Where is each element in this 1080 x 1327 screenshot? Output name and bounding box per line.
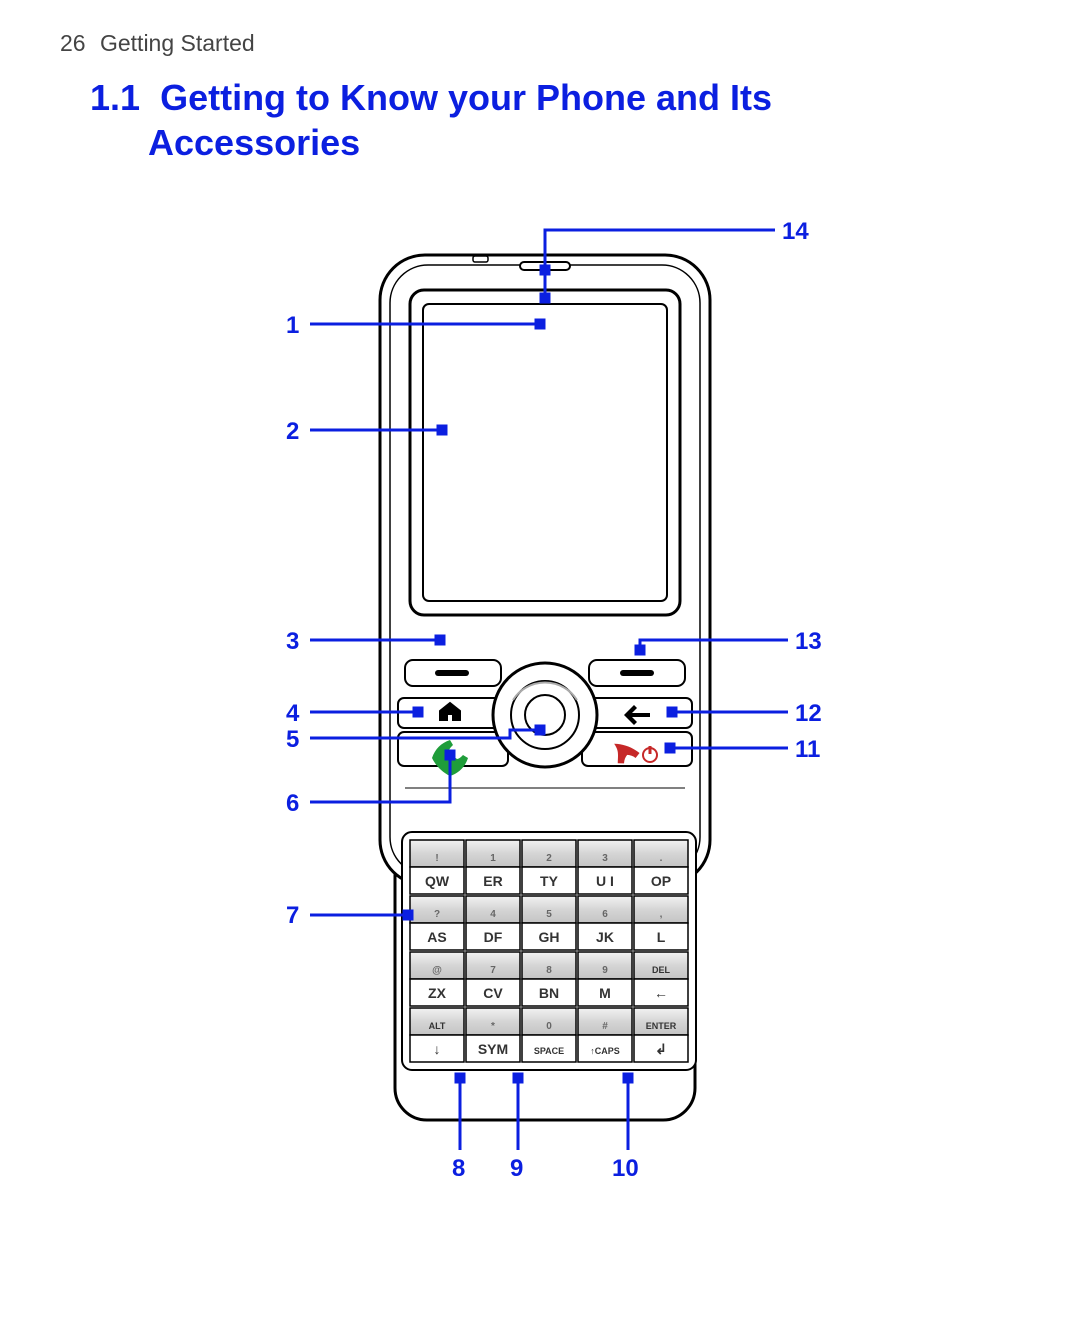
keypad-key: 6 JK bbox=[578, 896, 632, 950]
page-number: 26 bbox=[60, 30, 86, 56]
callout-label-12: 12 bbox=[795, 700, 822, 728]
keypad-key: 0 SPACE bbox=[522, 1008, 576, 1062]
keypad-key: 3 U I bbox=[578, 840, 632, 894]
keypad-key: . OP bbox=[634, 840, 688, 894]
svg-text:←: ← bbox=[654, 985, 668, 1001]
svg-text:TY: TY bbox=[540, 873, 559, 889]
callout-label-8: 8 bbox=[452, 1155, 465, 1183]
svg-text:#: # bbox=[602, 1021, 608, 1032]
svg-text:AS: AS bbox=[427, 929, 446, 945]
trackball bbox=[493, 663, 597, 767]
svg-text:↑CAPS: ↑CAPS bbox=[590, 1046, 620, 1056]
svg-text:3: 3 bbox=[602, 853, 608, 864]
svg-text:BN: BN bbox=[539, 985, 559, 1001]
svg-text:*: * bbox=[491, 1021, 495, 1032]
keypad-key: DEL ← bbox=[634, 952, 688, 1006]
keypad-key: 7 CV bbox=[466, 952, 520, 1006]
phone-screen-group bbox=[410, 290, 680, 615]
keypad-key: 8 BN bbox=[522, 952, 576, 1006]
svg-text:!: ! bbox=[435, 853, 438, 864]
keypad-key: ALT ↓ bbox=[410, 1008, 464, 1062]
phone-svg: !QW1ER2TY3U I.OP?AS4DF5GH6JK,L@ZX7CV8BN9… bbox=[0, 200, 1080, 1250]
svg-text:.: . bbox=[660, 853, 663, 864]
keypad-key: ,L bbox=[634, 896, 688, 950]
svg-text:,: , bbox=[660, 909, 663, 920]
callout-label-5: 5 bbox=[286, 726, 299, 754]
svg-text:JK: JK bbox=[596, 929, 614, 945]
manual-page: 26 Getting Started 1.1 Getting to Know y… bbox=[0, 0, 1080, 1327]
keypad-key: ! QW bbox=[410, 840, 464, 894]
callout-label-10: 10 bbox=[612, 1155, 639, 1183]
svg-text:SPACE: SPACE bbox=[534, 1046, 564, 1056]
section-number: 1.1 bbox=[90, 75, 140, 120]
svg-text:CV: CV bbox=[483, 985, 503, 1001]
keypad: !QW1ER2TY3U I.OP?AS4DF5GH6JK,L@ZX7CV8BN9… bbox=[402, 832, 696, 1070]
callout-label-14: 14 bbox=[782, 218, 809, 246]
phone-figure: !QW1ER2TY3U I.OP?AS4DF5GH6JK,L@ZX7CV8BN9… bbox=[0, 200, 1080, 1250]
callout-label-1: 1 bbox=[286, 312, 299, 340]
svg-text:ER: ER bbox=[483, 873, 502, 889]
svg-text:4: 4 bbox=[490, 909, 496, 920]
svg-text:5: 5 bbox=[546, 909, 552, 920]
svg-text:L: L bbox=[657, 929, 666, 945]
callout-label-2: 2 bbox=[286, 418, 299, 446]
svg-text:6: 6 bbox=[602, 909, 608, 920]
svg-text:QW: QW bbox=[425, 873, 450, 889]
keypad-key: 4 DF bbox=[466, 896, 520, 950]
keypad-key: 1 ER bbox=[466, 840, 520, 894]
svg-text:ENTER: ENTER bbox=[646, 1021, 677, 1031]
keypad-key: ? AS bbox=[410, 896, 464, 950]
svg-text:ALT: ALT bbox=[429, 1021, 446, 1031]
running-head: 26 Getting Started bbox=[60, 30, 255, 57]
svg-text:↲: ↲ bbox=[655, 1041, 667, 1057]
svg-text:9: 9 bbox=[602, 965, 608, 976]
keypad-key: 5 GH bbox=[522, 896, 576, 950]
callout-label-6: 6 bbox=[286, 790, 299, 818]
svg-text:1: 1 bbox=[490, 853, 496, 864]
keypad-key: 9M bbox=[578, 952, 632, 1006]
keypad-key: * SYM bbox=[466, 1008, 520, 1062]
svg-text:7: 7 bbox=[490, 965, 496, 976]
svg-text:U I: U I bbox=[596, 873, 614, 889]
svg-text:DF: DF bbox=[484, 929, 503, 945]
keypad-key: @ ZX bbox=[410, 952, 464, 1006]
callout-label-13: 13 bbox=[795, 628, 822, 656]
section-title: 1.1 Getting to Know your Phone and Its A… bbox=[90, 75, 1000, 165]
svg-text:0: 0 bbox=[546, 1021, 552, 1032]
callout-label-4: 4 bbox=[286, 700, 299, 728]
callout-label-11: 11 bbox=[795, 736, 820, 764]
svg-text:OP: OP bbox=[651, 873, 671, 889]
keypad-key: 2 TY bbox=[522, 840, 576, 894]
callout-label-9: 9 bbox=[510, 1155, 523, 1183]
svg-text:GH: GH bbox=[539, 929, 560, 945]
svg-text:@: @ bbox=[432, 965, 442, 976]
keypad-key: # ↑CAPS bbox=[578, 1008, 632, 1062]
section-title-line2: Accessories bbox=[148, 120, 1000, 165]
callout-label-3: 3 bbox=[286, 628, 299, 656]
svg-text:ZX: ZX bbox=[428, 985, 447, 1001]
svg-text:SYM: SYM bbox=[478, 1041, 508, 1057]
svg-text:DEL: DEL bbox=[652, 965, 671, 975]
svg-text:2: 2 bbox=[546, 853, 552, 864]
section-title-line1: Getting to Know your Phone and Its bbox=[160, 77, 772, 118]
top-sensor-left bbox=[473, 256, 488, 262]
svg-text:?: ? bbox=[434, 909, 440, 920]
running-head-text: Getting Started bbox=[100, 30, 255, 56]
svg-text:8: 8 bbox=[546, 965, 552, 976]
svg-text:M: M bbox=[599, 985, 611, 1001]
keypad-key: ENTER ↲ bbox=[634, 1008, 688, 1062]
callout-label-7: 7 bbox=[286, 902, 299, 930]
svg-text:↓: ↓ bbox=[434, 1041, 441, 1057]
